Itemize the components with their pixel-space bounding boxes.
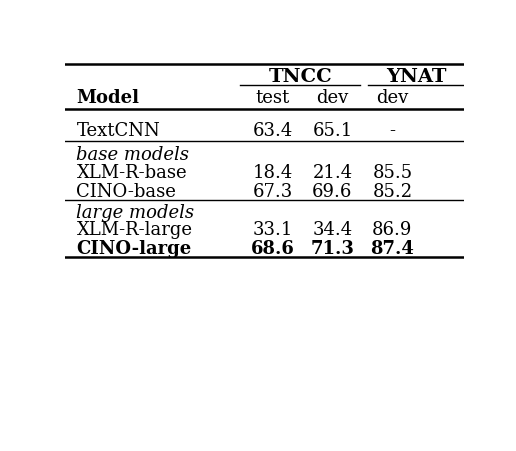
Text: 21.4: 21.4 — [312, 163, 352, 181]
Text: TextCNN: TextCNN — [76, 121, 160, 139]
Text: 34.4: 34.4 — [312, 221, 352, 239]
Text: XLM-R-large: XLM-R-large — [76, 221, 192, 239]
Text: CINO-large: CINO-large — [76, 239, 192, 258]
Text: test: test — [255, 88, 289, 106]
Text: 85.2: 85.2 — [373, 182, 412, 200]
Text: 63.4: 63.4 — [252, 121, 293, 139]
Text: -: - — [390, 121, 395, 139]
Text: 71.3: 71.3 — [311, 239, 354, 258]
Text: dev: dev — [376, 88, 409, 106]
Text: TNCC: TNCC — [268, 68, 332, 86]
Text: CINO-base: CINO-base — [76, 182, 176, 200]
Text: 18.4: 18.4 — [252, 163, 293, 181]
Text: 33.1: 33.1 — [252, 221, 293, 239]
Text: 86.9: 86.9 — [372, 221, 413, 239]
Text: XLM-R-base: XLM-R-base — [76, 163, 187, 181]
Text: large models: large models — [76, 203, 195, 221]
Text: 67.3: 67.3 — [252, 182, 293, 200]
Text: 85.5: 85.5 — [373, 163, 412, 181]
Text: Model: Model — [76, 88, 139, 106]
Text: 65.1: 65.1 — [312, 121, 352, 139]
Text: 87.4: 87.4 — [370, 239, 414, 258]
Text: 68.6: 68.6 — [250, 239, 295, 258]
Text: base models: base models — [76, 146, 189, 164]
Text: YNAT: YNAT — [386, 68, 447, 86]
Text: dev: dev — [316, 88, 349, 106]
Text: 69.6: 69.6 — [312, 182, 352, 200]
